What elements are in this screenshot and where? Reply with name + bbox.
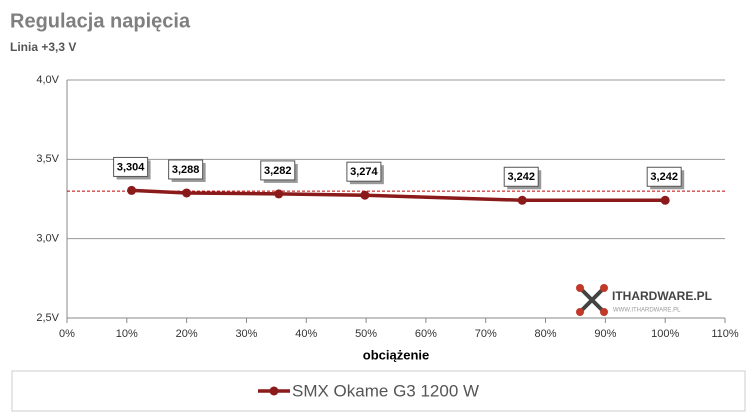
series-marker	[517, 195, 527, 205]
legend-marker	[269, 386, 279, 396]
data-label-box	[346, 161, 382, 182]
y-tick-label: 4,0V	[36, 74, 59, 86]
x-tick-label: 60%	[415, 328, 437, 340]
x-tick-label: 10%	[116, 328, 138, 340]
data-label-box	[113, 156, 149, 177]
x-tick-label: 90%	[594, 328, 616, 340]
x-tick-label: 40%	[295, 328, 317, 340]
series-marker	[127, 185, 137, 195]
data-label-box	[646, 166, 682, 187]
x-tick-label: 110%	[711, 328, 739, 340]
series-marker	[660, 195, 670, 205]
legend-box	[11, 370, 746, 412]
data-label: 3,242	[650, 171, 678, 183]
y-tick-label: 2,5V	[36, 312, 59, 324]
data-label: 3,242	[507, 171, 535, 183]
x-tick-label: 50%	[355, 328, 377, 340]
watermark-logo	[576, 284, 608, 316]
data-label-box	[503, 166, 539, 187]
series-marker	[182, 188, 192, 198]
chart-title: Regulacja napięcia	[10, 10, 191, 32]
x-tick-label: 80%	[535, 328, 557, 340]
series-line	[131, 188, 666, 203]
x-tick-label: 0%	[59, 328, 75, 340]
watermark-url: WWW.ITHARDWARE.PL	[613, 308, 681, 314]
x-tick-label: 20%	[176, 328, 198, 340]
x-tick-label: 30%	[235, 328, 257, 340]
y-tick-label: 3,0V	[36, 233, 59, 245]
data-label: 3,304	[117, 161, 145, 173]
data-label-box	[168, 159, 204, 180]
legend-label: SMX Okame G3 1200 W	[292, 381, 479, 400]
watermark: ITHARDWARE.PL	[612, 289, 712, 303]
data-label: 3,288	[172, 164, 200, 176]
x-tick-label: 70%	[475, 328, 497, 340]
x-tick-label: 100%	[651, 328, 679, 340]
data-label: 3,282	[264, 165, 292, 177]
series-marker	[360, 190, 370, 200]
y-tick-label: 3,5V	[36, 153, 59, 165]
chart-subtitle: Linia +3,3 V	[10, 40, 76, 54]
series-marker	[274, 189, 284, 199]
data-label: 3,274	[350, 166, 378, 178]
data-label-box	[260, 160, 296, 181]
x-axis-label: obciążenie	[363, 347, 429, 362]
